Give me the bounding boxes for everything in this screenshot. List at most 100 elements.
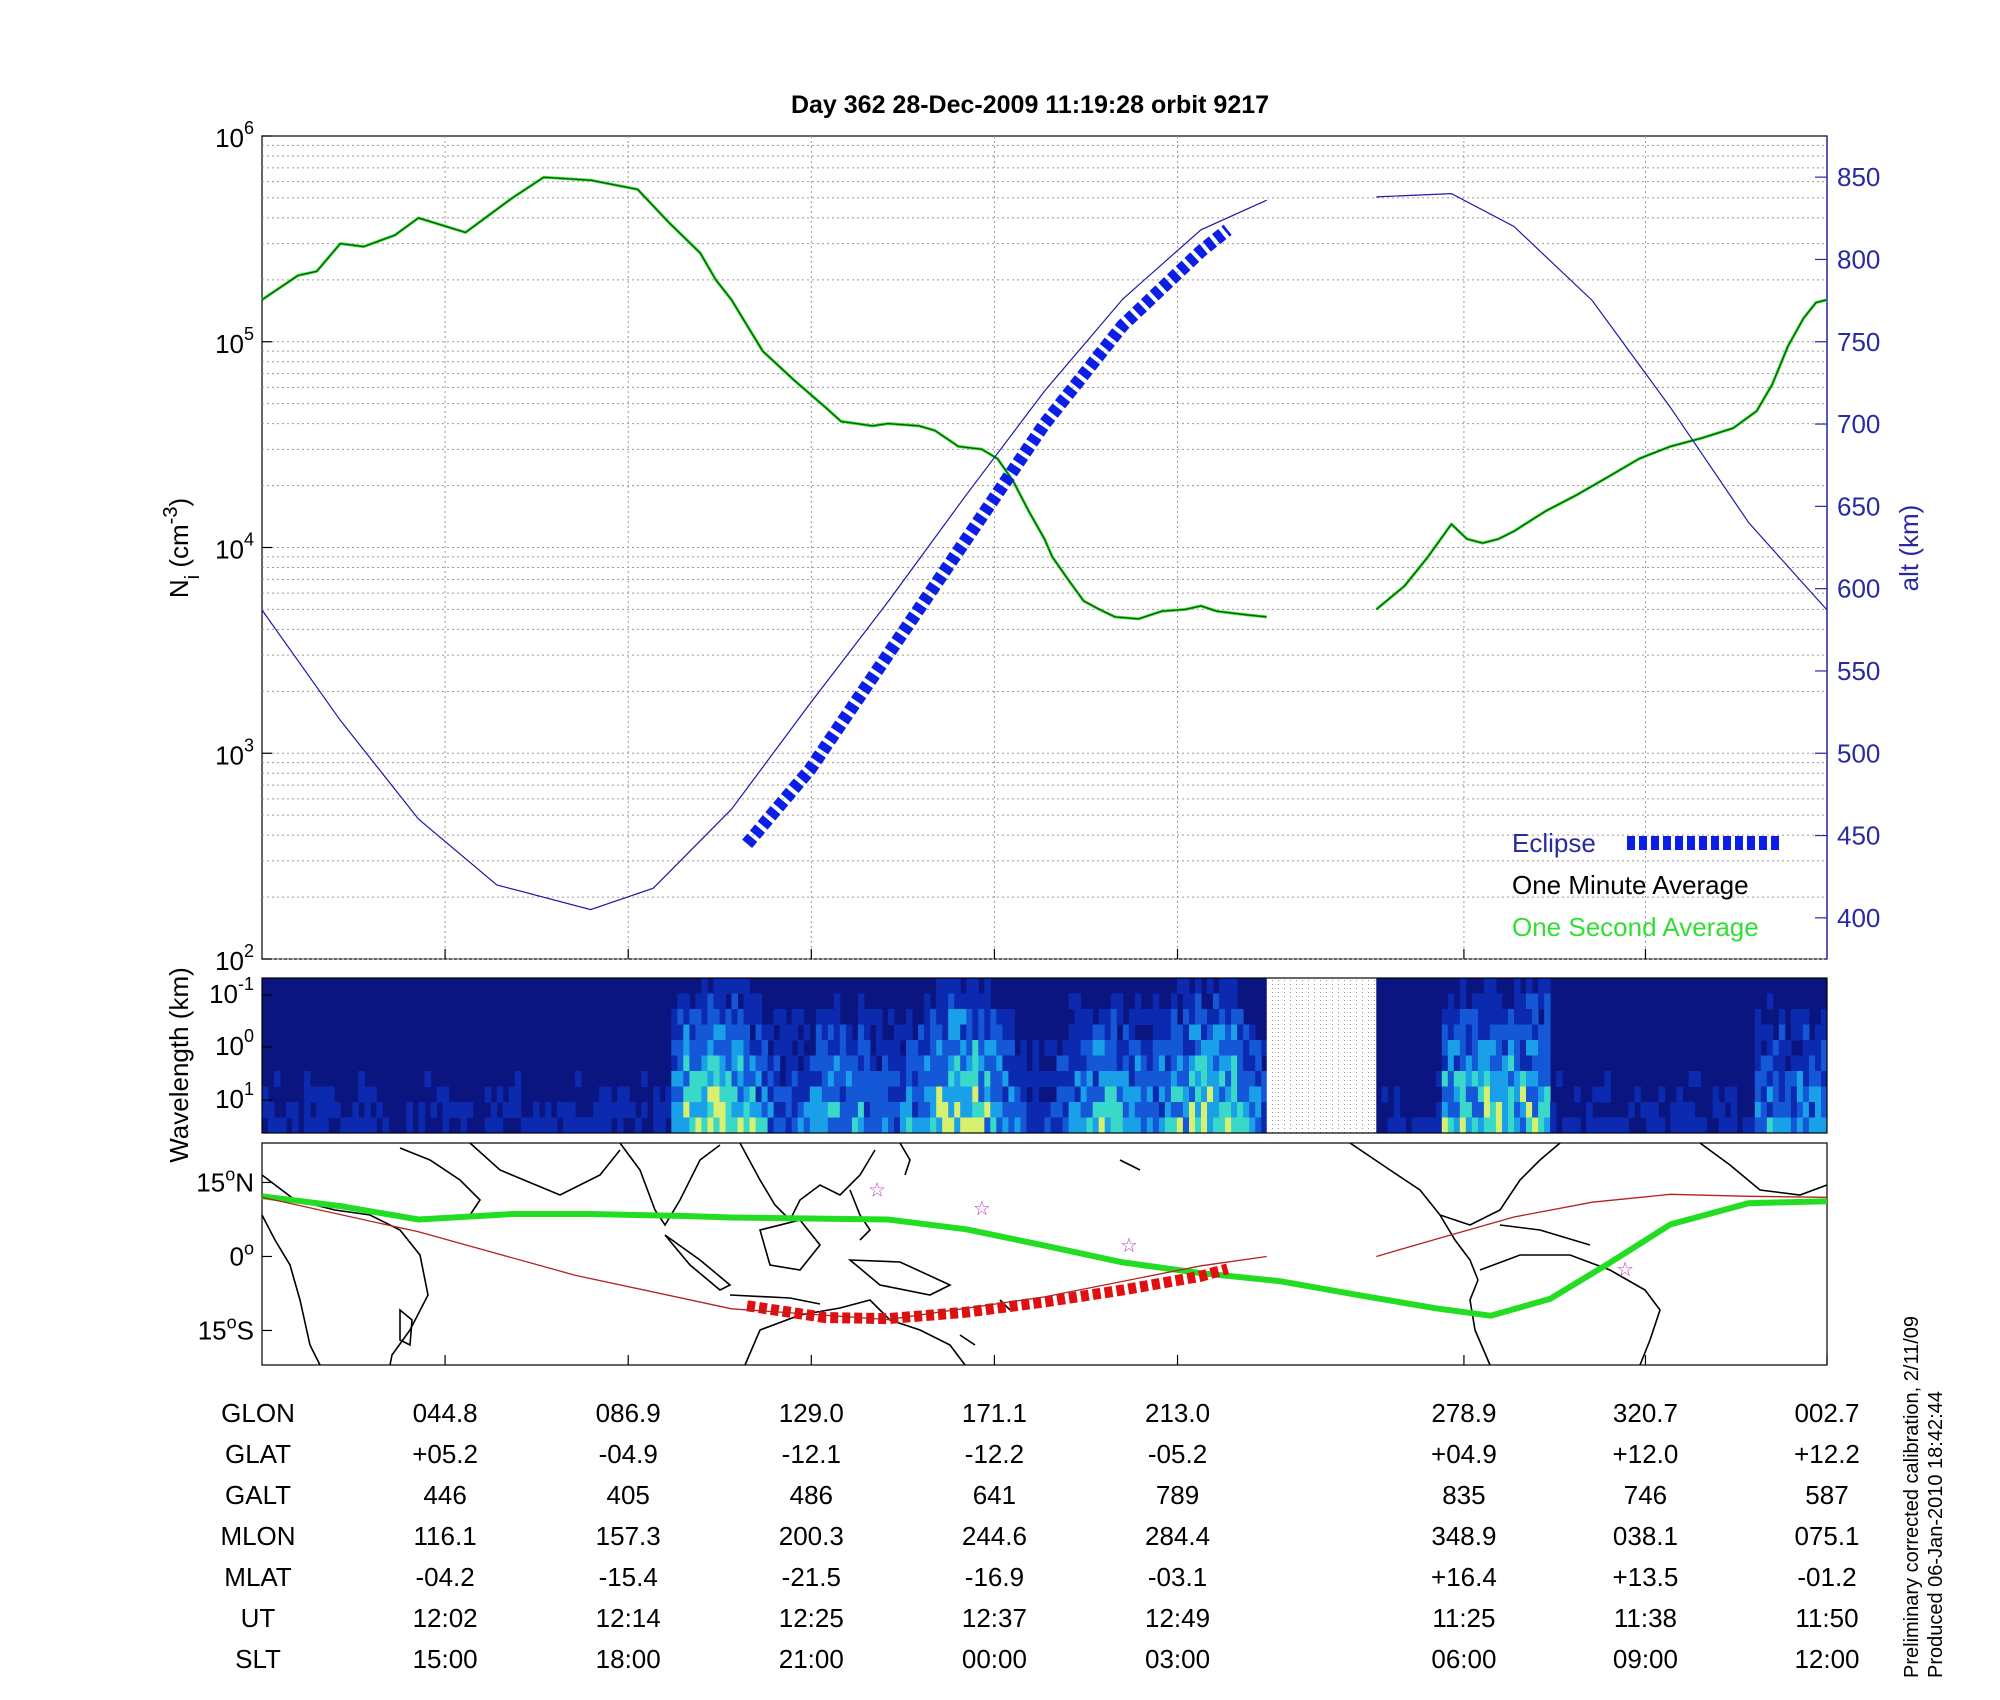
spectrogram-cell (1044, 1102, 1051, 1118)
spectrogram-cell (1694, 1117, 1702, 1134)
spectrogram-cell (876, 1102, 883, 1118)
spectrogram-cell (1050, 1102, 1057, 1118)
spectrogram-cell (1483, 1102, 1491, 1118)
map-star-marker: ☆ (973, 1198, 991, 1220)
spectrogram-cell (1225, 993, 1232, 1010)
spectrogram-cell (544, 1102, 552, 1118)
spectrogram-cell (773, 1071, 781, 1087)
spectrogram-cell (1237, 1009, 1244, 1025)
spectrogram-cell (1140, 1009, 1148, 1025)
spectrogram-cell (1014, 1071, 1021, 1087)
spectrogram-cell (1495, 1102, 1503, 1118)
table-cell: -12.2 (965, 1439, 1024, 1469)
spectrogram-cell (1176, 1071, 1184, 1087)
spectrogram-cell (695, 1024, 702, 1041)
spectrogram-cell (1032, 1117, 1039, 1134)
spectrogram-cell (1821, 1024, 1828, 1041)
spectrogram-cell (677, 1071, 684, 1087)
spectrogram-cell (1134, 1086, 1142, 1103)
spectrogram-cell (1164, 1117, 1172, 1134)
spectrogram-cell (1128, 1071, 1136, 1087)
spectrogram-cell (966, 993, 973, 1010)
spectrogram-cell (1189, 1024, 1196, 1041)
spectrogram-cell (1526, 993, 1533, 1010)
spectrogram-cell (340, 1117, 347, 1134)
spectrogram-cell (316, 1102, 323, 1118)
spectrogram-cell (942, 1009, 949, 1025)
spectrogram-cell (888, 1086, 895, 1103)
spectrogram-cell (364, 1117, 371, 1134)
spectrogram-cell (984, 993, 991, 1010)
spectrogram-cell (984, 1071, 991, 1087)
spectrogram-cell (1447, 1024, 1455, 1041)
spectrogram-cell (918, 1117, 925, 1134)
spectrogram-cell (358, 1071, 365, 1087)
ground-track-eclipse-segment (746, 1263, 1230, 1325)
spectrogram-cell (262, 1086, 269, 1103)
spectrogram-cell (1249, 1055, 1256, 1072)
spectrogram-cell (833, 1024, 841, 1041)
spectrogram-cell (1237, 1071, 1244, 1087)
spectrogram-cell (1808, 1117, 1816, 1134)
spectrogram-cell (286, 1102, 293, 1118)
spectrogram-cell (1544, 1009, 1551, 1025)
one-minute-average-line (1375, 299, 1828, 610)
spectrogram-cell (1586, 1117, 1593, 1134)
spectrogram-cell (876, 1086, 883, 1103)
spectrogram-cell (707, 1117, 714, 1134)
spectrogram-cell (1158, 1071, 1166, 1087)
spectrogram-cell (1802, 1071, 1810, 1087)
spectrogram-cell (731, 1071, 738, 1087)
spectrogram-cell (1152, 993, 1160, 1010)
spectrogram-cell (1532, 1086, 1539, 1103)
spectrogram-cell (1195, 1055, 1202, 1072)
spectrogram-cell (304, 1102, 311, 1118)
spectrogram-cell (948, 1102, 955, 1118)
spectrogram-cell (1122, 1102, 1130, 1118)
spectrogram-cell (1435, 1117, 1443, 1134)
altitude-y-tick-label: 600 (1837, 574, 1880, 604)
spectrogram-cell (623, 1102, 630, 1118)
spectrogram-cell (1213, 1009, 1220, 1025)
spectrogram-cell (1821, 1102, 1828, 1118)
spectrogram-cell (1778, 1117, 1786, 1134)
table-cell: +12.2 (1794, 1439, 1860, 1469)
spectrogram-cell (749, 1117, 757, 1134)
spectrogram-cell (1477, 1055, 1485, 1072)
spectrogram-cell (1261, 1040, 1268, 1056)
spectrogram-cell (1110, 1071, 1118, 1087)
spectrogram-cell (617, 1117, 624, 1134)
spectrogram-cell (1790, 1071, 1798, 1087)
spectrogram-cell (1002, 1086, 1009, 1103)
spectrogram-cell (623, 1086, 630, 1103)
spectrogram-cell (484, 1086, 492, 1103)
spectrogram-border (261, 977, 1828, 1134)
spectrogram-cell (767, 1086, 775, 1103)
spectrogram-cell (1219, 1040, 1226, 1056)
spectrogram-cell (1213, 993, 1220, 1010)
spectrogram-cell (1249, 1117, 1256, 1134)
spectrogram-cell (1815, 1102, 1822, 1118)
spectrogram-cell (827, 1055, 835, 1072)
spectrogram-cell (1062, 1102, 1070, 1118)
spectrogram-cell (460, 1117, 468, 1134)
spectrogram-cell (779, 1102, 787, 1118)
spectrogram-cell (1182, 1055, 1190, 1072)
spectrogram-cell (1237, 1024, 1244, 1041)
spectrogram-cell (972, 1071, 979, 1087)
altitude-y-tick-label: 650 (1837, 491, 1880, 521)
spectrogram-cell (701, 993, 708, 1010)
spectrogram-cell (316, 1086, 323, 1103)
spectrogram-cell (526, 1117, 534, 1134)
spectrogram-cell (1092, 1117, 1100, 1134)
spectrogram-cell (1465, 1071, 1473, 1087)
spectrogram-cell (1453, 1102, 1461, 1118)
spectrogram-cell (514, 1102, 522, 1118)
spectrogram-cell (966, 1024, 973, 1041)
spectrogram-cell (882, 1071, 889, 1087)
spectrogram-cell (1207, 1086, 1214, 1103)
spectrogram-cell (960, 1102, 967, 1118)
spectrogram-cell (1538, 1071, 1545, 1087)
spectrogram-cell (761, 1071, 769, 1087)
spectrogram-cell (1050, 1117, 1057, 1134)
